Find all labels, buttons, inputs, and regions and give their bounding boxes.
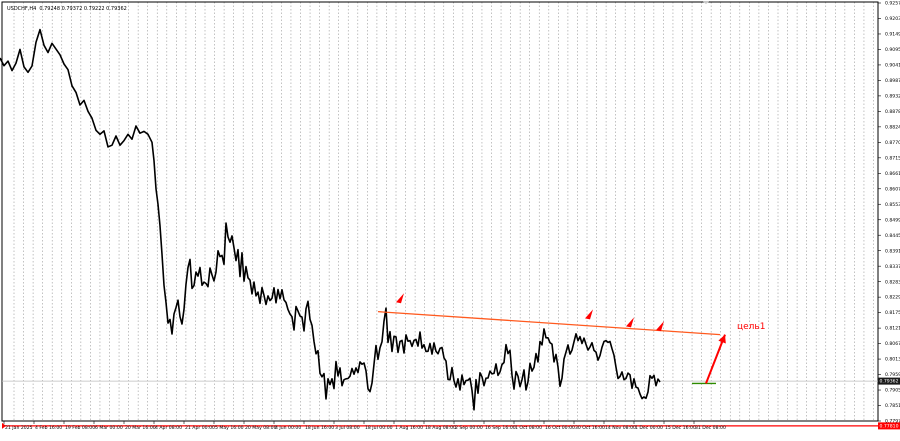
x-tick-label: 2 Sep 00:00 bbox=[455, 425, 483, 431]
x-tick-label: 19 Feb 08:00 bbox=[65, 425, 95, 431]
y-tick-label: 0.84455 bbox=[885, 233, 900, 239]
x-tick-label: 31 Dec 08:00 bbox=[695, 425, 726, 431]
y-tick-label: 0.78510 bbox=[885, 403, 900, 409]
x-tick-label: 18 Jun 16:00 bbox=[305, 425, 334, 431]
y-tick-label: 0.90410 bbox=[885, 63, 900, 69]
price-line bbox=[0, 28, 661, 411]
current-price-tag bbox=[878, 377, 900, 385]
y-tick-label: 0.90950 bbox=[885, 47, 900, 53]
x-tick-label: 6 Mar 00:00 bbox=[95, 425, 123, 431]
support-layer: 0.77810 0.79362 bbox=[2, 377, 900, 430]
y-tick-label: 0.91490 bbox=[885, 32, 900, 38]
y-tick-label: 0.80130 bbox=[885, 357, 900, 363]
chevron-down-icon[interactable] bbox=[702, 1, 710, 4]
x-tick-label: 3 Jul 08:00 bbox=[335, 425, 360, 431]
x-tick-label: 4 Feb 16:00 bbox=[35, 425, 62, 431]
support-price-tag bbox=[878, 422, 900, 430]
y-tick-label: 0.83915 bbox=[885, 248, 900, 254]
x-tick-label: 15 Dec 16:00 bbox=[665, 425, 696, 431]
x-tick-label: 5 May 16:00 bbox=[215, 425, 244, 431]
x-tick-label: 4 Apr 08:00 bbox=[155, 425, 182, 431]
support-price-label: 0.77810 bbox=[880, 423, 899, 429]
plot-frame bbox=[1, 1, 879, 422]
marker-arrow-icon bbox=[396, 293, 404, 304]
y-tick-label: 0.79590 bbox=[885, 372, 900, 378]
y-tick-label: 0.80670 bbox=[885, 341, 900, 347]
symbol-label: USDCHF,H4 bbox=[7, 6, 36, 12]
series-layer bbox=[0, 28, 661, 411]
x-tick-label: 14 Nov 08:00 bbox=[605, 425, 636, 431]
x-tick-label: 16 Sep 16:00 bbox=[485, 425, 516, 431]
ohlc-quote: 0.79248 0.79372 0.79222 0.79362 bbox=[39, 6, 126, 12]
y-tick-label: 0.92030 bbox=[885, 16, 900, 22]
x-tick-label: 18 Aug 08:00 bbox=[425, 425, 456, 431]
y-tick-label: 0.81750 bbox=[885, 310, 900, 316]
y-tick-label: 0.89870 bbox=[885, 78, 900, 84]
y-tick-label: 0.88785 bbox=[885, 109, 900, 115]
y-tick-label: 0.83375 bbox=[885, 264, 900, 270]
target-arrow-head-icon bbox=[718, 334, 726, 344]
x-tick-label: 1 Oct 08:00 bbox=[515, 425, 542, 431]
current-price-label: 0.79362 bbox=[880, 379, 899, 385]
drawings-layer: цель1 bbox=[377, 293, 765, 385]
x-tick-label: 20 Mar 16:00 bbox=[125, 425, 156, 431]
axis-layer: 0.92570 0.92030 0.91490 0.90950 0.90410 0.898… bbox=[3, 1, 900, 431]
x-tick-label: 16 Oct 00:00 bbox=[545, 425, 575, 431]
x-tick-label: 30 Oct 16:00 bbox=[575, 425, 605, 431]
trendline bbox=[377, 311, 721, 336]
target-annotation: цель1 bbox=[737, 322, 765, 332]
y-tick-label: 0.85535 bbox=[885, 202, 900, 208]
y-tick-label: 0.77970 bbox=[885, 419, 900, 425]
x-tick-label: 21 Jan 2025 bbox=[5, 425, 33, 431]
x-tick-label: 18 Jul 00:00 bbox=[365, 425, 393, 431]
support-marker-icon bbox=[2, 422, 6, 429]
y-tick-label: 0.82835 bbox=[885, 279, 900, 285]
target-arrow-shaft bbox=[705, 334, 726, 384]
chart-menu-handle[interactable] bbox=[702, 1, 710, 4]
y-tick-label: 0.86075 bbox=[885, 186, 900, 192]
y-tick-label: 0.88245 bbox=[885, 124, 900, 130]
x-tick-label: 1 Aug 16:00 bbox=[395, 425, 423, 431]
symbol-header: USDCHF,H4 0.79248 0.79372 0.79222 0.79362 bbox=[7, 6, 127, 12]
y-tick-label: 0.86615 bbox=[885, 171, 900, 177]
x-tick-label: 21 Apr 00:00 bbox=[185, 425, 215, 431]
y-tick-label: 0.79050 bbox=[885, 388, 900, 394]
y-tick-label: 0.82290 bbox=[885, 295, 900, 301]
y-tick-label: 0.87705 bbox=[885, 140, 900, 146]
marker-arrow-icon bbox=[626, 317, 634, 328]
y-tick-label: 0.81210 bbox=[885, 326, 900, 332]
marker-arrow-icon bbox=[585, 309, 593, 320]
x-tick-label: 20 May 08:00 bbox=[245, 425, 277, 431]
x-tick-label: 4 Jun 00:00 bbox=[275, 425, 301, 431]
y-tick-label: 0.89325 bbox=[885, 93, 900, 99]
marker-arrow-icon bbox=[656, 321, 664, 332]
y-tick-label: 0.84995 bbox=[885, 217, 900, 223]
y-tick-label: 0.87155 bbox=[885, 155, 900, 161]
y-tick-label: 0.92570 bbox=[885, 1, 900, 7]
x-tick-label: 1 Dec 00:00 bbox=[635, 425, 663, 431]
